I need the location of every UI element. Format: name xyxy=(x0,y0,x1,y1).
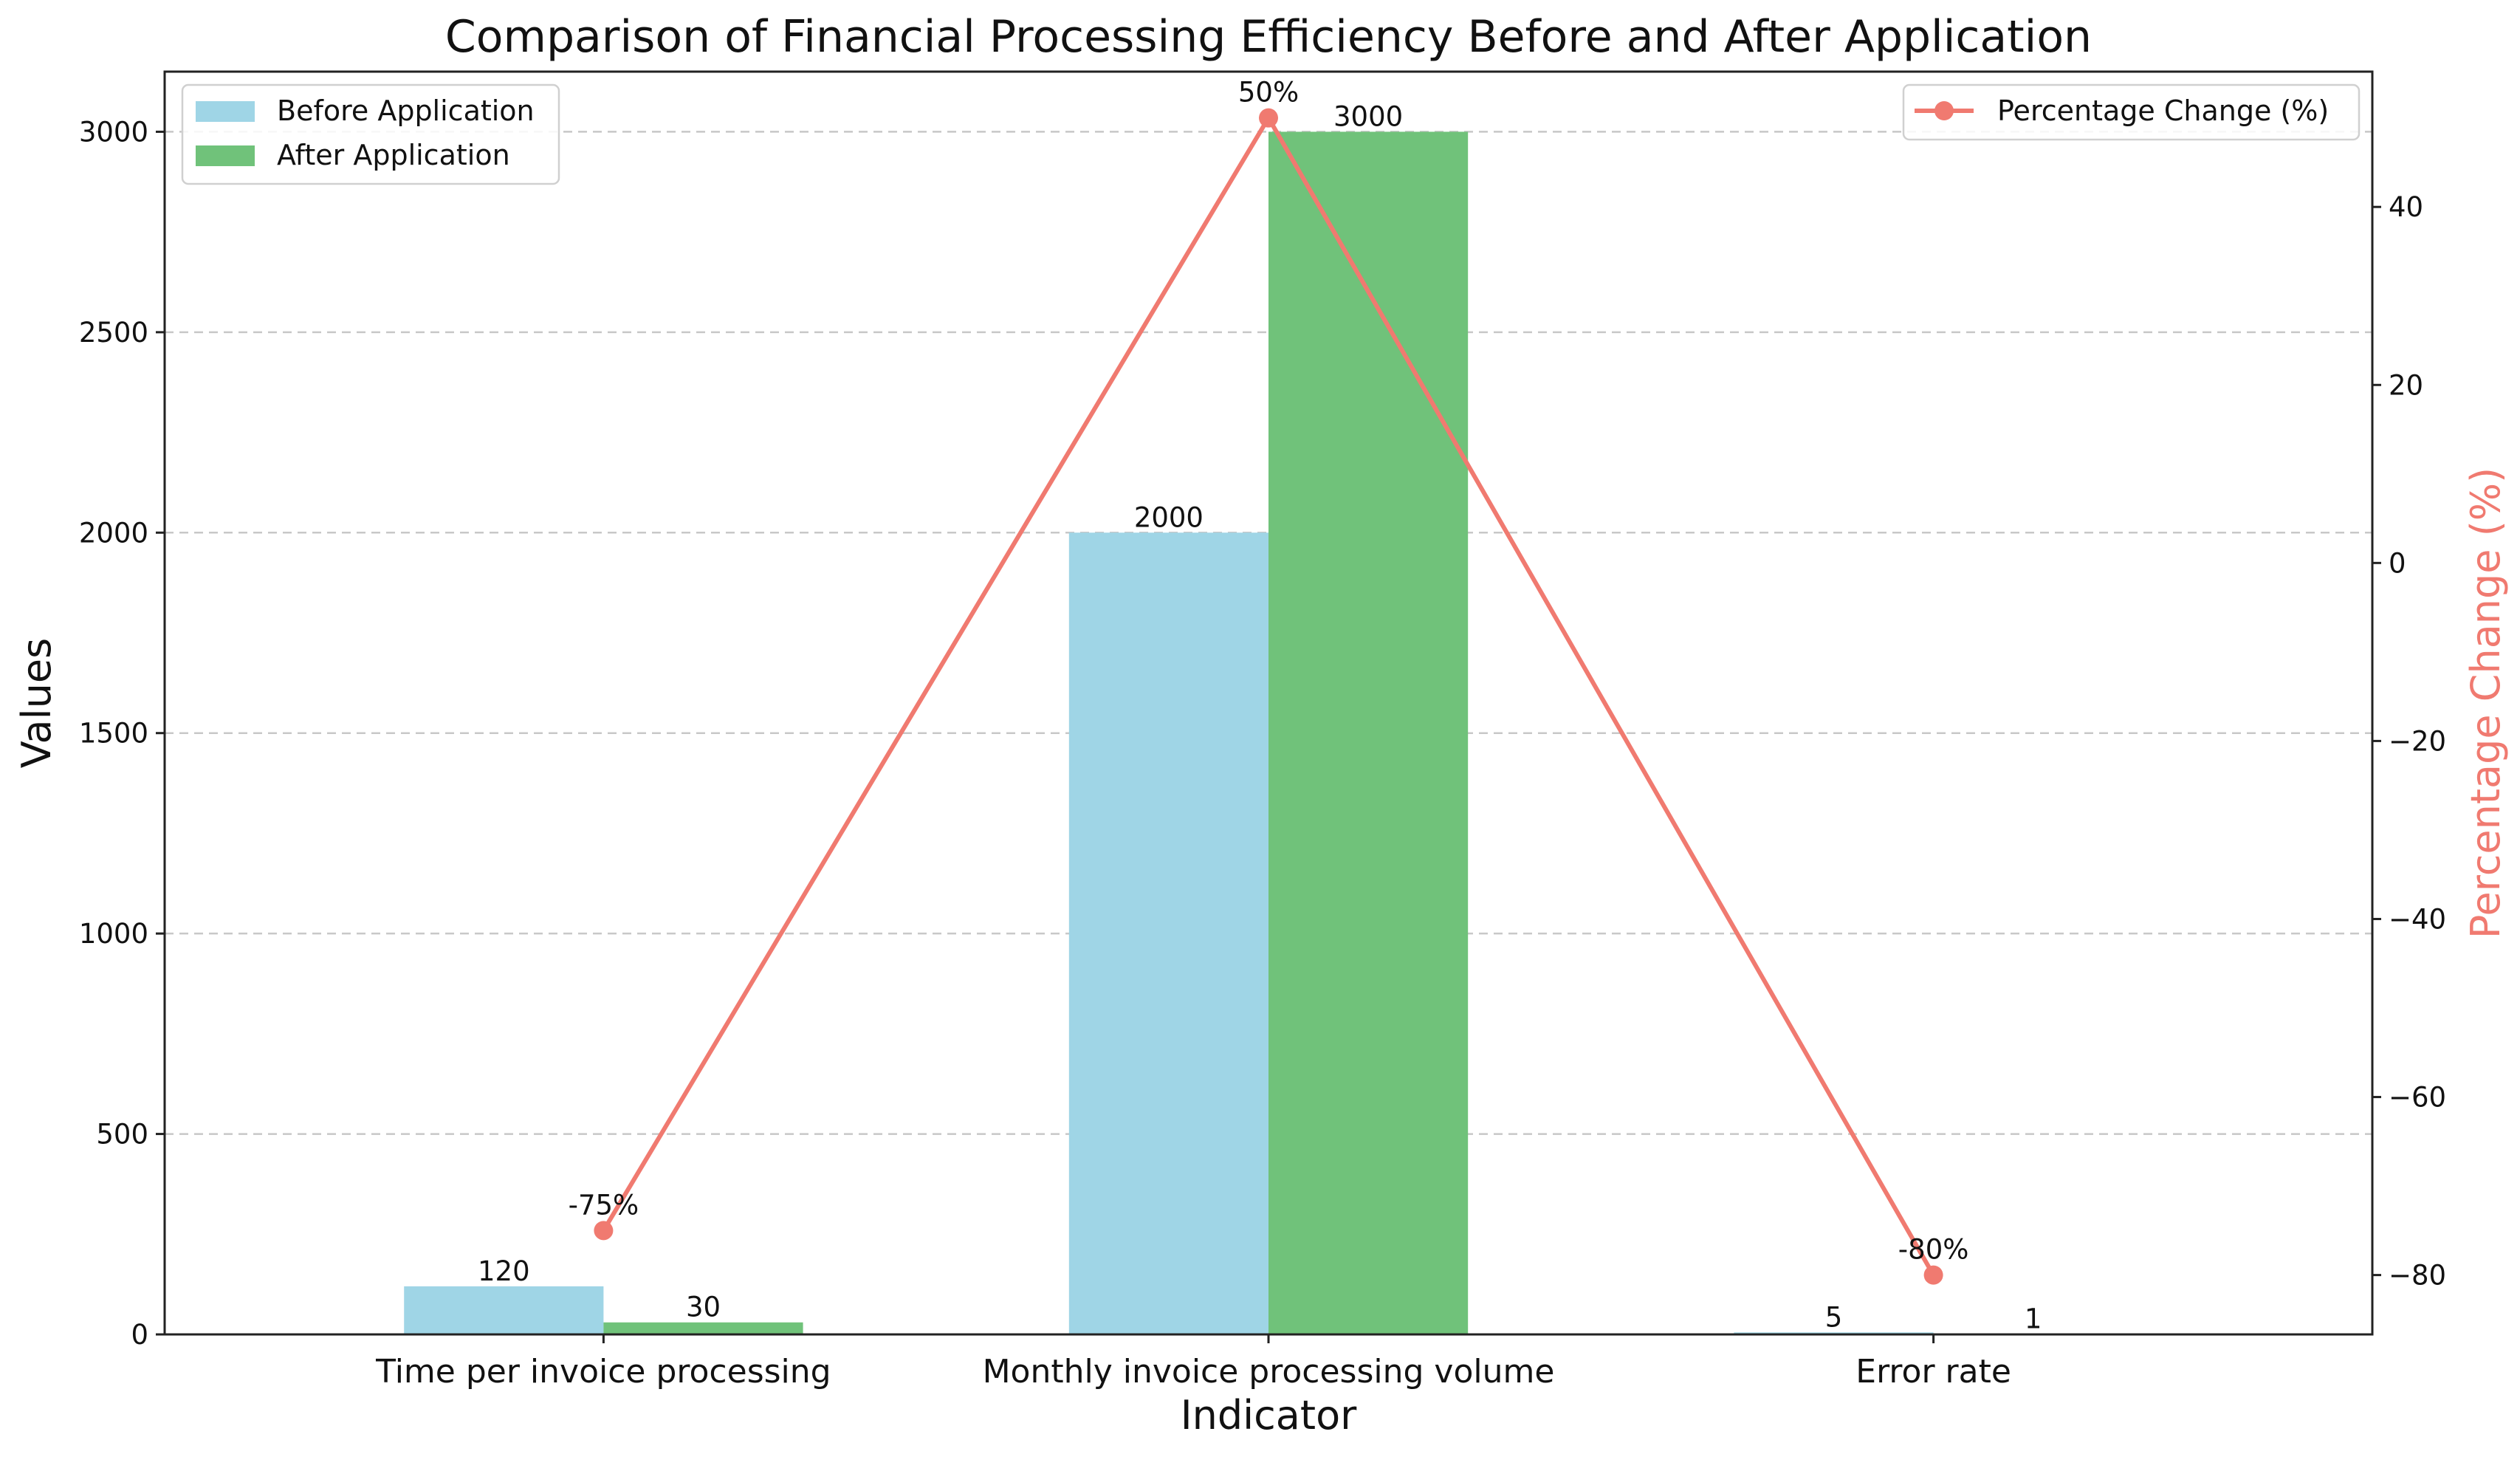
legend-bars-box xyxy=(181,83,560,185)
bar-value-label: 3000 xyxy=(1333,100,1403,132)
percentage-line xyxy=(594,108,1943,1285)
bar-value-label: 30 xyxy=(686,1292,721,1323)
legend-line-box xyxy=(1902,83,2361,141)
y-tick-label: 1000 xyxy=(79,918,148,950)
bar-after-0 xyxy=(603,1322,803,1334)
percentage-labels: -75% 50% -80% xyxy=(569,77,1969,1266)
x-tick-label: Monthly invoice processing volume xyxy=(983,1353,1555,1391)
x-axis-label: Indicator xyxy=(1181,1392,1357,1439)
bar-after-1 xyxy=(1268,131,1469,1334)
y2-tick-label: −60 xyxy=(2389,1082,2446,1114)
legend-line: Percentage Change (%) xyxy=(1902,83,2361,141)
y2-tick-label: −20 xyxy=(2389,725,2446,757)
percentage-label: -80% xyxy=(1898,1234,1969,1266)
bar-value-label: 2000 xyxy=(1134,501,1204,533)
y2-tick-label: 40 xyxy=(2389,191,2423,223)
percentage-label: -75% xyxy=(569,1189,639,1221)
legend-label-after: After Application xyxy=(277,139,510,171)
bar-value-label: 120 xyxy=(478,1255,530,1287)
x-tick-label: Error rate xyxy=(1855,1353,2011,1391)
y-tick-label: 2000 xyxy=(79,517,148,549)
bars xyxy=(404,131,2133,1335)
y-tick-label: 3000 xyxy=(79,116,148,148)
bar-value-labels: 120 2000 5 30 3000 1 xyxy=(478,100,2042,1334)
y2-tick-label: −40 xyxy=(2389,903,2446,935)
legend-line-marker xyxy=(1934,101,1954,120)
legend-swatch-after xyxy=(196,145,255,166)
legend-bars: Before Application After Application xyxy=(181,83,560,185)
legend-label-before: Before Application xyxy=(277,95,535,127)
y-tick-label: 500 xyxy=(96,1119,148,1151)
y2-tick-label: −80 xyxy=(2389,1260,2446,1292)
y2-tick-label: 0 xyxy=(2389,547,2406,579)
bar-before-1 xyxy=(1068,532,1268,1335)
percentage-point-2 xyxy=(1923,1265,1943,1285)
chart-title: Comparison of Financial Processing Effic… xyxy=(445,11,2092,63)
legend-swatch-before xyxy=(196,101,255,122)
y-tick-label: 2500 xyxy=(79,317,148,349)
percentage-point-0 xyxy=(594,1221,614,1241)
y2-tick-label: 20 xyxy=(2389,369,2423,401)
legend-label-percentage: Percentage Change (%) xyxy=(1997,95,2329,127)
bar-value-label: 5 xyxy=(1825,1301,1843,1333)
y-tick-label: 0 xyxy=(131,1319,148,1351)
y2-axis-label: Percentage Change (%) xyxy=(2462,467,2509,939)
y-axis-label: Values xyxy=(13,638,60,768)
x-tick-label: Time per invoice processing xyxy=(375,1353,831,1391)
y-tick-label: 1500 xyxy=(79,718,148,750)
percentage-point-1 xyxy=(1259,108,1278,128)
bar-before-0 xyxy=(404,1286,604,1334)
bar-value-label: 1 xyxy=(2025,1303,2042,1334)
axes: 0 500 1000 1500 2000 2500 3000 −80 −60 −40 −20 0 20 4… xyxy=(79,116,2446,1391)
percentage-label: 50% xyxy=(1238,77,1299,109)
